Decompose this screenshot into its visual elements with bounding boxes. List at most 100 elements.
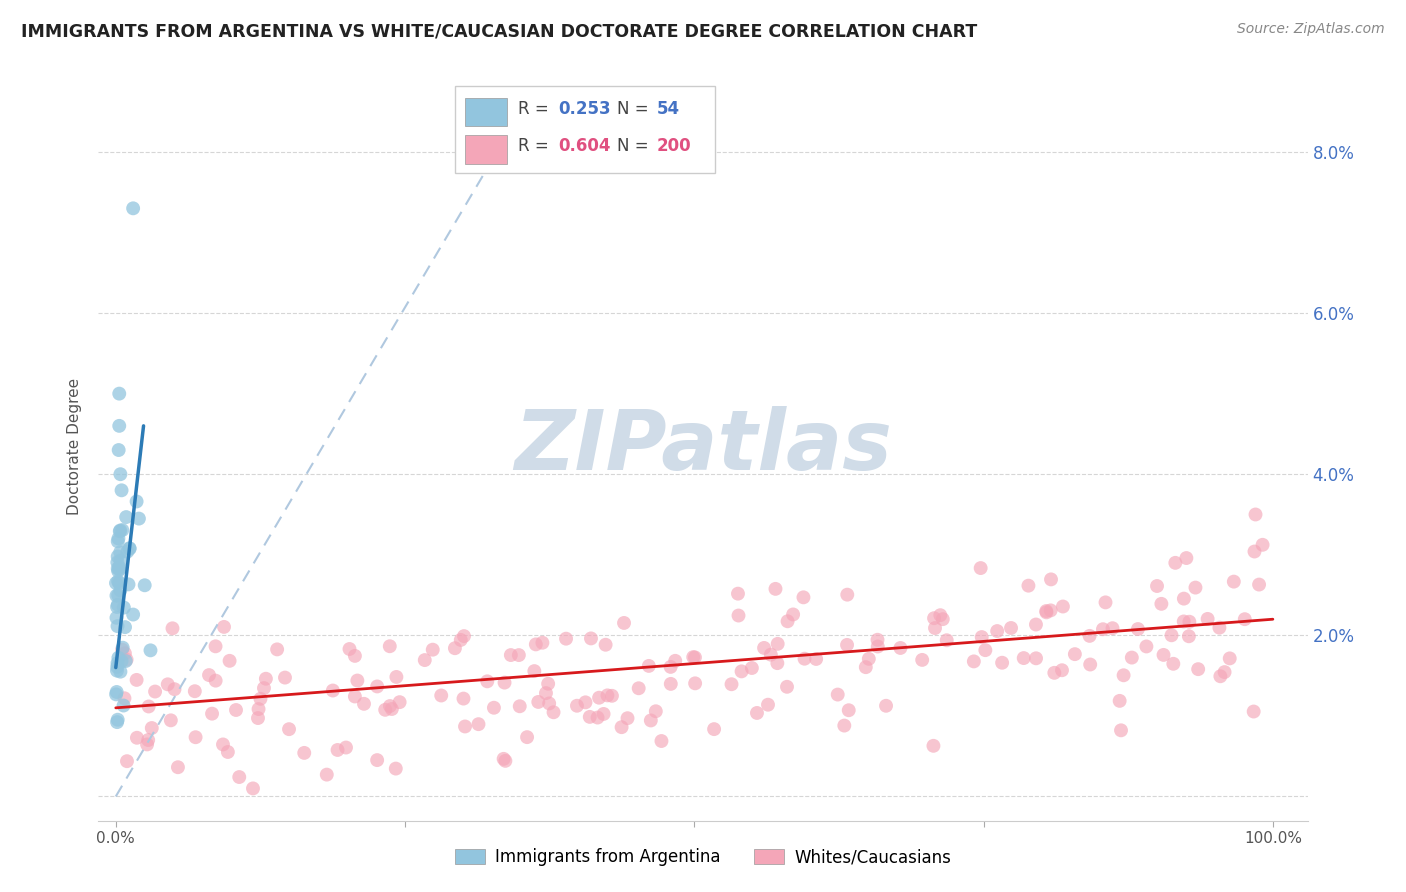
Point — [659, 677, 682, 691]
Point — [1163, 657, 1185, 671]
Text: R =: R = — [517, 100, 554, 118]
Point — [538, 697, 561, 711]
Point — [114, 691, 136, 706]
Point — [249, 691, 271, 706]
Point — [922, 611, 945, 625]
Point — [682, 650, 704, 665]
Point — [108, 576, 131, 591]
Point — [1153, 648, 1175, 662]
Point — [108, 524, 131, 539]
Point — [1078, 657, 1101, 672]
Point — [1243, 544, 1265, 558]
Point — [932, 612, 955, 626]
Point — [579, 632, 602, 646]
Point — [1043, 665, 1066, 680]
Point — [453, 691, 475, 706]
Point — [105, 589, 128, 603]
Point — [640, 714, 662, 728]
Point — [139, 643, 162, 657]
Point — [793, 651, 815, 665]
Point — [759, 648, 782, 662]
Point — [105, 685, 128, 699]
Point — [756, 698, 779, 712]
Text: 0.604: 0.604 — [558, 137, 610, 155]
Point — [107, 656, 129, 670]
Point — [184, 730, 207, 744]
Point — [1249, 577, 1271, 591]
Point — [588, 690, 610, 705]
Point — [107, 598, 129, 612]
Point — [664, 654, 686, 668]
Point — [627, 681, 650, 696]
Point — [727, 608, 749, 623]
Point — [1173, 591, 1195, 606]
Point — [1050, 663, 1073, 677]
Point — [388, 695, 411, 709]
Point — [527, 695, 550, 709]
Point — [776, 614, 799, 628]
Point — [835, 638, 858, 652]
Point — [1063, 647, 1085, 661]
Point — [543, 706, 565, 720]
Point — [834, 718, 856, 732]
Point — [1213, 665, 1236, 679]
Point — [1209, 669, 1232, 683]
Point — [136, 738, 159, 752]
Point — [492, 752, 515, 766]
Point — [610, 720, 633, 734]
Point — [508, 648, 530, 662]
Point — [378, 639, 401, 653]
Point — [138, 699, 160, 714]
Point — [1121, 650, 1143, 665]
Point — [159, 714, 181, 728]
Point — [107, 532, 129, 546]
Point — [1164, 556, 1187, 570]
Text: ZIPatlas: ZIPatlas — [515, 406, 891, 486]
Point — [105, 599, 128, 614]
Point — [107, 549, 129, 564]
Point — [326, 743, 349, 757]
Point — [1150, 597, 1173, 611]
Point — [112, 698, 135, 713]
Point — [110, 654, 132, 668]
Point — [110, 483, 132, 498]
Point — [450, 632, 472, 647]
Point — [574, 695, 596, 709]
Point — [1135, 640, 1157, 654]
Point — [616, 711, 638, 725]
Point — [105, 660, 128, 674]
Point — [184, 684, 207, 698]
Point — [1108, 694, 1130, 708]
Point — [162, 621, 184, 635]
Point — [866, 632, 889, 647]
Point — [600, 689, 623, 703]
Point — [167, 760, 190, 774]
Point — [454, 719, 477, 733]
Point — [122, 202, 145, 216]
Point — [1178, 615, 1201, 629]
Point — [115, 754, 138, 768]
Legend: Immigrants from Argentina, Whites/Caucasians: Immigrants from Argentina, Whites/Caucas… — [449, 842, 957, 873]
Point — [741, 661, 763, 675]
Point — [929, 608, 952, 623]
Point — [346, 673, 368, 688]
Point — [266, 642, 288, 657]
Point — [1091, 622, 1114, 636]
Point — [212, 738, 235, 752]
Point — [110, 524, 132, 538]
Point — [752, 640, 775, 655]
Point — [1160, 628, 1182, 642]
Point — [107, 561, 129, 575]
Point — [422, 642, 444, 657]
Point — [1178, 629, 1201, 643]
Point — [201, 706, 224, 721]
Point — [855, 660, 877, 674]
Point — [107, 564, 129, 578]
Point — [105, 664, 128, 678]
Point — [212, 620, 235, 634]
Point — [1187, 662, 1209, 676]
Point — [117, 544, 139, 558]
Point — [141, 721, 163, 735]
Point — [974, 643, 997, 657]
Text: 54: 54 — [657, 100, 681, 118]
